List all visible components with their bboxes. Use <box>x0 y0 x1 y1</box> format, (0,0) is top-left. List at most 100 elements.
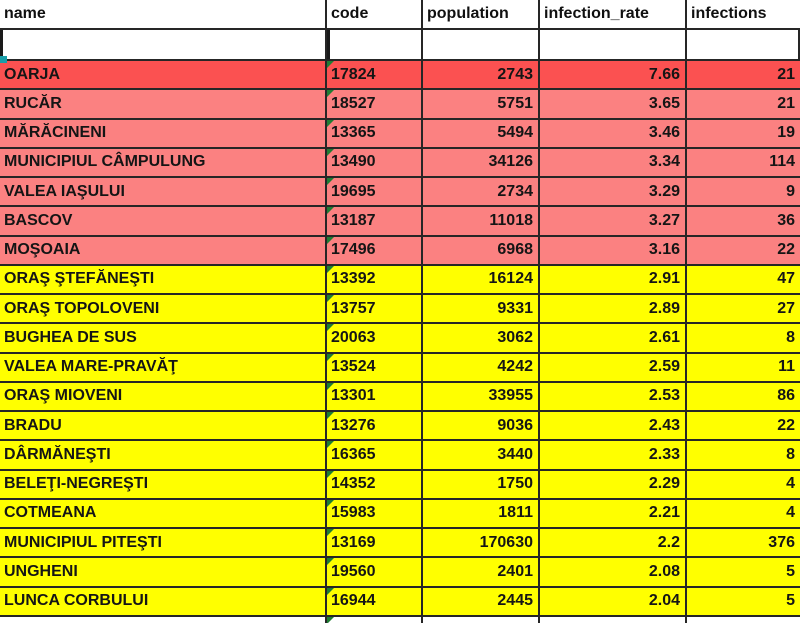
cell-name[interactable]: OARJA <box>0 61 327 89</box>
cell-infection-rate[interactable]: 2.2 <box>540 529 687 557</box>
cell-name[interactable]: BRADU <box>0 412 327 440</box>
cell-population[interactable]: 33955 <box>423 382 540 410</box>
cell-name[interactable]: VALEA MARE-PRAVĂŢ <box>0 353 327 381</box>
cell-infections[interactable]: 21 <box>687 90 800 118</box>
column-header-infection-rate[interactable]: infection_rate <box>540 0 687 28</box>
cell-code[interactable]: 16944 <box>327 587 423 615</box>
cell-infection-rate[interactable]: 2.08 <box>540 558 687 586</box>
cell-code[interactable]: 14352 <box>327 470 423 498</box>
empty-cell-infection-rate[interactable] <box>540 30 687 59</box>
cell-name[interactable]: BELEŢI-NEGREŞTI <box>0 470 327 498</box>
cell-infection-rate[interactable]: 2.89 <box>540 295 687 323</box>
cell-infections[interactable]: 8 <box>687 324 800 352</box>
cell-infections[interactable]: 19 <box>687 119 800 147</box>
cell-infections[interactable]: 5 <box>687 558 800 586</box>
cell-population[interactable]: 16124 <box>423 265 540 293</box>
cell-code[interactable]: 20063 <box>327 324 423 352</box>
cell-code[interactable]: 18527 <box>327 90 423 118</box>
cell-infection-rate[interactable]: 2.91 <box>540 265 687 293</box>
cell-code[interactable]: 16365 <box>327 441 423 469</box>
empty-cell-code[interactable] <box>327 30 423 59</box>
cell-infections[interactable]: 9 <box>687 178 800 206</box>
cell-population[interactable]: 5751 <box>423 90 540 118</box>
column-header-population[interactable]: population <box>423 0 540 28</box>
cell-infection-rate[interactable]: 2.59 <box>540 353 687 381</box>
cell-name[interactable]: BASCOV <box>0 207 327 235</box>
cell-infection-rate[interactable]: 3.65 <box>540 90 687 118</box>
empty-cell-population[interactable] <box>423 30 540 59</box>
cell-code[interactable]: 15983 <box>327 499 423 527</box>
cell-name[interactable]: BUGHEA DE SUS <box>0 324 327 352</box>
cell-name[interactable]: UNGHENI <box>0 558 327 586</box>
cell-name[interactable]: MOŞOAIA <box>0 236 327 264</box>
empty-cell-name[interactable] <box>0 30 327 59</box>
cell-code[interactable]: 13276 <box>327 412 423 440</box>
cell-population[interactable]: 11018 <box>423 207 540 235</box>
cell-name[interactable]: COTMEANA <box>0 499 327 527</box>
cell-code[interactable]: 17824 <box>327 61 423 89</box>
cell-population[interactable]: 2401 <box>423 558 540 586</box>
cell-name[interactable]: RUCĂR <box>0 90 327 118</box>
cell-infections[interactable]: 36 <box>687 207 800 235</box>
cell-infection-rate[interactable]: 2.33 <box>540 441 687 469</box>
cell-name[interactable]: MUNICIPIUL CÂMPULUNG <box>0 148 327 176</box>
cell-population[interactable]: 2734 <box>423 178 540 206</box>
cell-code[interactable]: 19695 <box>327 178 423 206</box>
cell-code[interactable]: 13392 <box>327 265 423 293</box>
cell-population[interactable]: 4242 <box>423 353 540 381</box>
cell-infections[interactable]: 4 <box>687 470 800 498</box>
cell-infection-rate[interactable]: 2.04 <box>540 587 687 615</box>
cell-population[interactable]: 1750 <box>423 470 540 498</box>
cell-infections[interactable]: 4 <box>687 499 800 527</box>
cell-code[interactable]: 13365 <box>327 119 423 147</box>
cell-infections[interactable]: 11 <box>687 353 800 381</box>
cell-name[interactable]: ORAŞ ŞTEFĂNEŞTI <box>0 265 327 293</box>
cell-name[interactable]: VALEA IAŞULUI <box>0 178 327 206</box>
cell-infection-rate[interactable]: 3.34 <box>540 148 687 176</box>
cell-infection-rate[interactable]: 2.43 <box>540 412 687 440</box>
cell-infections[interactable]: 114 <box>687 148 800 176</box>
cell-infections[interactable]: 86 <box>687 382 800 410</box>
cell-population[interactable]: 34126 <box>423 148 540 176</box>
cell-population[interactable]: 3062 <box>423 324 540 352</box>
cell-code[interactable]: 13490 <box>327 148 423 176</box>
cell-infections[interactable]: 22 <box>687 412 800 440</box>
cell-infections[interactable]: 21 <box>687 61 800 89</box>
cell-code[interactable]: 13524 <box>327 353 423 381</box>
partial-cell-name[interactable] <box>0 616 327 623</box>
cell-population[interactable]: 170630 <box>423 529 540 557</box>
cell-code[interactable]: 13757 <box>327 295 423 323</box>
cell-name[interactable]: LUNCA CORBULUI <box>0 587 327 615</box>
partial-cell-infection-rate[interactable] <box>540 616 687 623</box>
cell-population[interactable]: 9036 <box>423 412 540 440</box>
partial-cell-population[interactable] <box>423 616 540 623</box>
column-header-code[interactable]: code <box>327 0 423 28</box>
cell-infection-rate[interactable]: 2.29 <box>540 470 687 498</box>
cell-population[interactable]: 2743 <box>423 61 540 89</box>
cell-infection-rate[interactable]: 2.21 <box>540 499 687 527</box>
cell-name[interactable]: DÂRMĂNEŞTI <box>0 441 327 469</box>
cell-population[interactable]: 6968 <box>423 236 540 264</box>
cell-infection-rate[interactable]: 3.27 <box>540 207 687 235</box>
cell-infections[interactable]: 47 <box>687 265 800 293</box>
cell-infection-rate[interactable]: 3.29 <box>540 178 687 206</box>
cell-infections[interactable]: 8 <box>687 441 800 469</box>
column-header-name[interactable]: name <box>0 0 327 28</box>
cell-population[interactable]: 9331 <box>423 295 540 323</box>
cell-infections[interactable]: 22 <box>687 236 800 264</box>
cell-code[interactable]: 13301 <box>327 382 423 410</box>
cell-code[interactable]: 13187 <box>327 207 423 235</box>
cell-name[interactable]: MUNICIPIUL PITEŞTI <box>0 529 327 557</box>
cell-name[interactable]: ORAŞ MIOVENI <box>0 382 327 410</box>
cell-infections[interactable]: 27 <box>687 295 800 323</box>
cell-population[interactable]: 2445 <box>423 587 540 615</box>
selection-fill-handle[interactable] <box>0 56 7 63</box>
partial-cell-infections[interactable] <box>687 616 800 623</box>
cell-code[interactable]: 13169 <box>327 529 423 557</box>
cell-name[interactable]: MĂRĂCINENI <box>0 119 327 147</box>
cell-name[interactable]: ORAŞ TOPOLOVENI <box>0 295 327 323</box>
cell-infection-rate[interactable]: 7.66 <box>540 61 687 89</box>
cell-infections[interactable]: 376 <box>687 529 800 557</box>
cell-population[interactable]: 3440 <box>423 441 540 469</box>
cell-infection-rate[interactable]: 3.46 <box>540 119 687 147</box>
